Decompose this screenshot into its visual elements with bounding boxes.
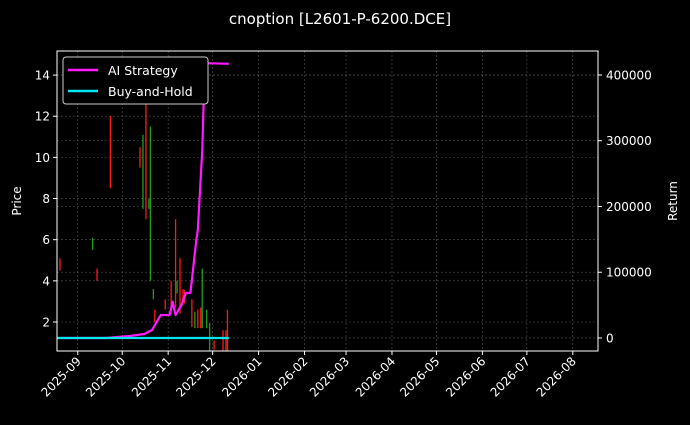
plot-frame bbox=[56, 50, 599, 352]
legend-label-ai-strategy: AI Strategy bbox=[108, 63, 178, 78]
y-tick-label-left: 6 bbox=[42, 233, 50, 247]
y-axis-label-left: Price bbox=[10, 186, 24, 215]
y-tick-label-right: 400000 bbox=[606, 68, 652, 82]
y-tick-label-left: 10 bbox=[35, 151, 50, 165]
y-tick-label-left: 4 bbox=[42, 274, 50, 288]
y-tick-label-left: 8 bbox=[42, 192, 50, 206]
ai-strategy-line bbox=[57, 62, 229, 340]
y-axis-label-right: Return bbox=[666, 181, 680, 221]
series-lines bbox=[57, 62, 229, 340]
chart-title: cnoption [L2601-P-6200.DCE] bbox=[229, 10, 451, 28]
y-tick-label-right: 100000 bbox=[606, 266, 652, 280]
y-tick-label-right: 300000 bbox=[606, 134, 652, 148]
y-tick-label-left: 12 bbox=[35, 110, 50, 124]
candles bbox=[59, 75, 229, 351]
y-tick-label-left: 2 bbox=[42, 315, 50, 329]
y-tick-label-left: 14 bbox=[35, 69, 50, 83]
y-tick-label-right: 0 bbox=[606, 331, 614, 345]
y-tick-label-right: 200000 bbox=[606, 200, 652, 214]
legend-label-buy-and-hold: Buy-and-Hold bbox=[108, 84, 193, 99]
legend: AI Strategy Buy-and-Hold bbox=[62, 56, 209, 105]
legend-box bbox=[62, 56, 209, 105]
